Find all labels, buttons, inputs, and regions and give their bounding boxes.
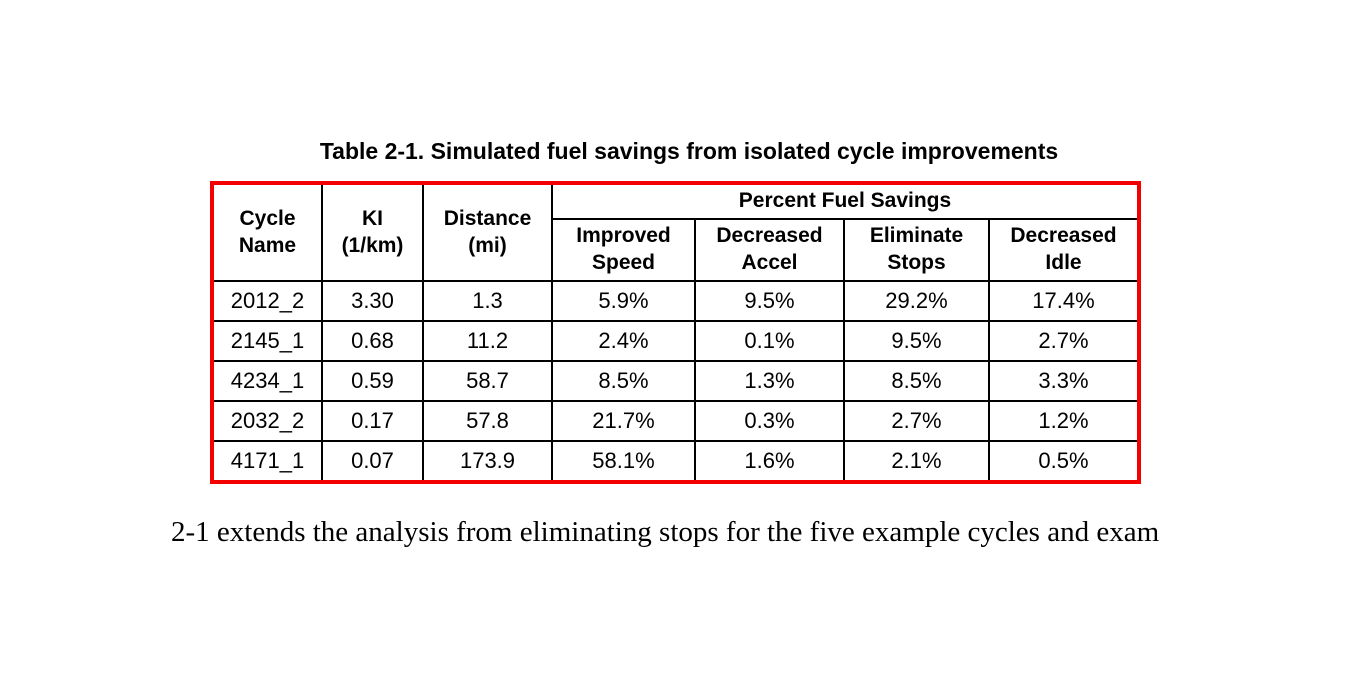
cell-ki: 0.68: [321, 320, 424, 362]
col-header-decreased-accel: Decreased Accel: [694, 218, 845, 282]
fuel-savings-table: Cycle Name KI (1/km) Distance (mi) Perce…: [210, 181, 1141, 484]
cell-decreased-idle: 1.2%: [988, 400, 1140, 442]
cell-eliminate-stops: 9.5%: [843, 320, 990, 362]
cell-ki: 0.17: [321, 400, 424, 442]
table-row: 2012_2 3.30 1.3 5.9% 9.5% 29.2% 17.4%: [211, 280, 1140, 322]
cell-decreased-idle: 2.7%: [988, 320, 1140, 362]
cell-cycle-name: 2145_1: [211, 320, 323, 362]
cell-decreased-idle: 17.4%: [988, 280, 1140, 322]
table-title: Table 2-1. Simulated fuel savings from i…: [319, 138, 1059, 164]
cell-eliminate-stops: 8.5%: [843, 360, 990, 402]
cell-distance: 173.9: [422, 440, 553, 483]
cell-cycle-name: 2012_2: [211, 280, 323, 322]
header-row-sub: Improved Speed Decreased Accel Eliminate…: [212, 218, 1140, 282]
cell-decreased-idle: 0.5%: [988, 440, 1140, 483]
cell-decreased-accel: 0.1%: [694, 320, 845, 362]
cell-ki: 0.59: [321, 360, 424, 402]
cell-improved-speed: 58.1%: [551, 440, 696, 483]
cell-decreased-accel: 1.3%: [694, 360, 845, 402]
col-group-header-percent-fuel-savings: Percent Fuel Savings: [551, 182, 1140, 220]
table-row: 4234_1 0.59 58.7 8.5% 1.3% 8.5% 3.3%: [211, 360, 1140, 402]
col-header-ki: KI (1/km): [321, 182, 424, 282]
cell-cycle-name: 4234_1: [211, 360, 323, 402]
cell-improved-speed: 2.4%: [551, 320, 696, 362]
header-row-group: Cycle Name KI (1/km) Distance (mi) Perce…: [211, 182, 1140, 282]
col-header-distance: Distance (mi): [422, 182, 553, 282]
cell-eliminate-stops: 2.7%: [843, 400, 990, 442]
cell-distance: 57.8: [422, 400, 553, 442]
cell-decreased-accel: 1.6%: [694, 440, 845, 483]
cell-decreased-idle: 3.3%: [988, 360, 1140, 402]
cell-improved-speed: 21.7%: [551, 400, 696, 442]
table-row: 2032_2 0.17 57.8 21.7% 0.3% 2.7% 1.2%: [211, 400, 1140, 442]
col-header-cycle-name: Cycle Name: [211, 182, 323, 282]
cell-improved-speed: 5.9%: [551, 280, 696, 322]
col-header-decreased-idle: Decreased Idle: [988, 218, 1140, 282]
cell-cycle-name: 4171_1: [211, 440, 323, 483]
cell-distance: 11.2: [422, 320, 553, 362]
cell-distance: 1.3: [422, 280, 553, 322]
body-text: 2-1 extends the analysis from eliminatin…: [171, 516, 1160, 548]
cell-decreased-accel: 9.5%: [694, 280, 845, 322]
cell-cycle-name: 2032_2: [211, 400, 323, 442]
cell-decreased-accel: 0.3%: [694, 400, 845, 442]
cell-ki: 0.07: [321, 440, 424, 483]
table-row: 4171_1 0.07 173.9 58.1% 1.6% 2.1% 0.5%: [211, 440, 1140, 483]
col-header-improved-speed: Improved Speed: [551, 218, 696, 282]
cell-distance: 58.7: [422, 360, 553, 402]
cell-ki: 3.30: [321, 280, 424, 322]
table-row: 2145_1 0.68 11.2 2.4% 0.1% 9.5% 2.7%: [211, 320, 1140, 362]
cell-eliminate-stops: 2.1%: [843, 440, 990, 483]
cell-eliminate-stops: 29.2%: [843, 280, 990, 322]
cell-improved-speed: 8.5%: [551, 360, 696, 402]
col-header-eliminate-stops: Eliminate Stops: [843, 218, 990, 282]
